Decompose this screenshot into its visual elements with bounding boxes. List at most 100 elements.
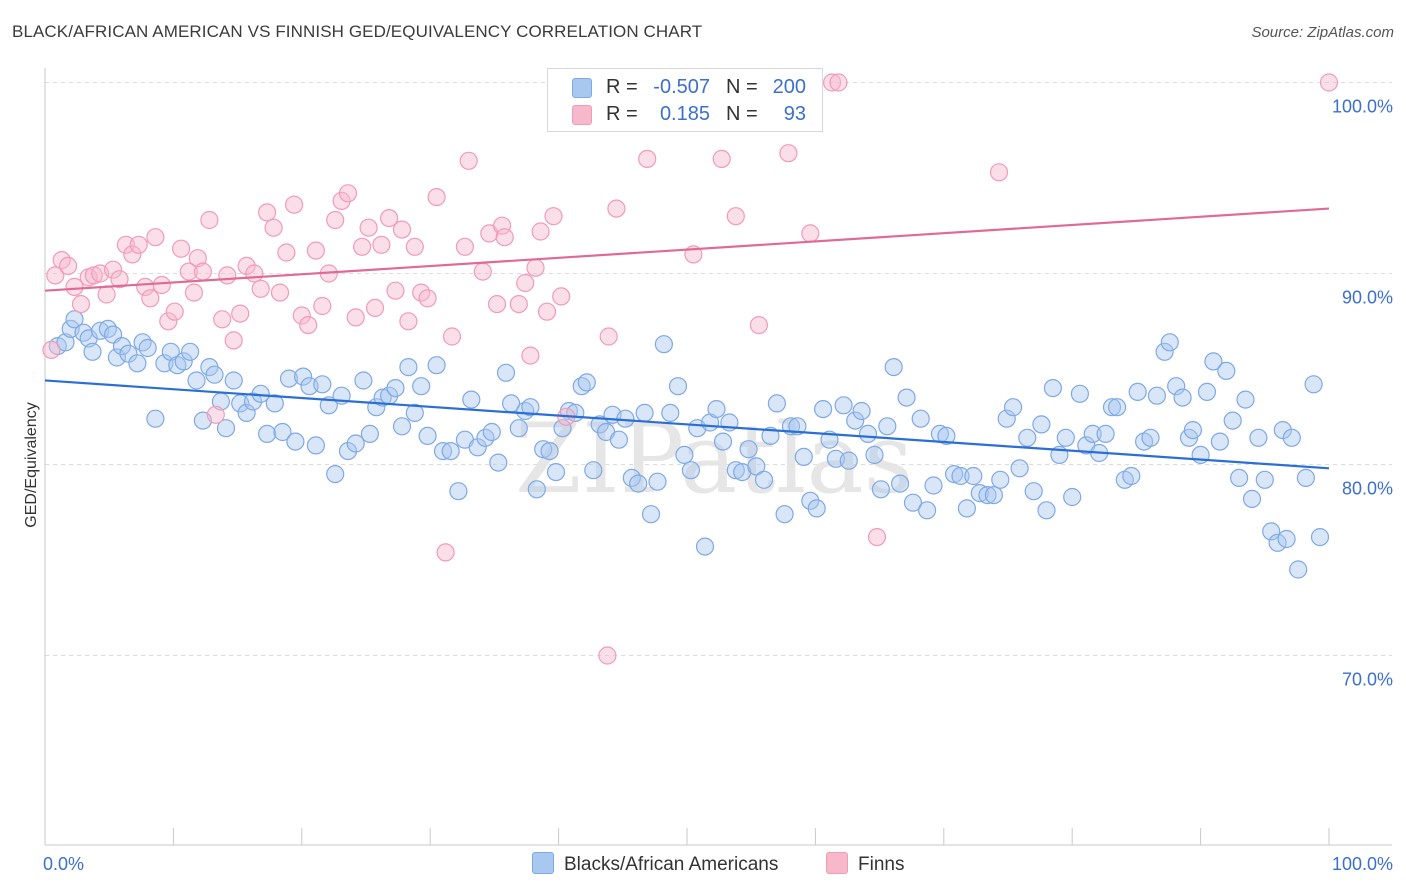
point-finns-52: [372, 235, 391, 254]
point-blacks-104: [726, 461, 745, 480]
point-blacks-74: [534, 440, 553, 459]
tick-labels: 70.0% 80.0% 90.0% 100.0% 0.0% 100.0%: [43, 97, 1393, 875]
point-finns-91: [867, 527, 887, 547]
point-blacks-106: [739, 440, 758, 459]
point-blacks-120: [834, 396, 853, 415]
point-finns-26: [200, 210, 219, 230]
point-blacks-13: [128, 354, 147, 373]
point-blacks-183: [1242, 489, 1262, 508]
point-blacks-8: [98, 319, 118, 338]
point-blacks-191: [1289, 560, 1308, 579]
point-finns-43: [313, 296, 332, 316]
point-finns-60: [427, 188, 446, 207]
point-blacks-59: [433, 442, 453, 461]
point-finns-1: [46, 266, 65, 285]
point-finns-4: [65, 277, 84, 296]
point-blacks-149: [1024, 482, 1043, 501]
point-blacks-31: [243, 392, 263, 411]
point-blacks-107: [747, 457, 766, 476]
point-finns-42: [306, 241, 325, 260]
point-blacks-138: [951, 466, 970, 486]
chart-title: BLACK/AFRICAN AMERICAN VS FINNISH GED/EQ…: [12, 22, 703, 41]
point-blacks-113: [788, 417, 807, 436]
point-blacks-95: [668, 377, 688, 396]
point-blacks-15: [138, 338, 157, 358]
point-finns-88: [801, 224, 820, 243]
point-finns-21: [172, 239, 191, 258]
point-finns-80: [599, 327, 618, 346]
point-blacks-179: [1217, 361, 1236, 380]
point-blacks-140: [964, 466, 983, 486]
point-finns-39: [285, 195, 304, 214]
point-blacks-75: [540, 442, 559, 461]
point-blacks-126: [871, 480, 891, 499]
point-finns-54: [386, 281, 405, 300]
point-finns-0: [42, 340, 61, 359]
point-blacks-137: [944, 465, 964, 484]
point-finns-20: [165, 302, 184, 321]
point-blacks-194: [1310, 527, 1330, 547]
point-blacks-45: [338, 442, 358, 461]
point-blacks-190: [1282, 428, 1301, 447]
point-blacks-146: [1003, 398, 1023, 417]
point-finns-93: [1319, 73, 1339, 92]
point-blacks-86: [609, 430, 629, 449]
point-blacks-48: [360, 424, 379, 443]
point-blacks-96: [675, 445, 694, 464]
point-blacks-21: [181, 342, 200, 361]
point-blacks-185: [1255, 470, 1274, 489]
legend-r-value: 0.185: [659, 103, 710, 125]
legend-n-value: 93: [783, 103, 806, 125]
legend-r-value: -0.507: [653, 76, 710, 98]
legend-row-blue: R = -0.507 N = 200: [548, 73, 822, 101]
point-finns-62: [442, 327, 462, 346]
point-blacks-108: [754, 470, 774, 489]
bottom-legend-label: Finns: [858, 854, 905, 875]
point-blacks-41: [313, 375, 332, 394]
point-blacks-52: [386, 379, 405, 398]
source-label: Source: ZipAtlas.com: [1251, 24, 1394, 41]
point-finns-11: [110, 270, 129, 289]
point-blacks-164: [1122, 466, 1141, 486]
point-finns-36: [264, 218, 283, 237]
point-blacks-73: [527, 480, 546, 499]
point-blacks-180: [1223, 411, 1242, 430]
point-finns-48: [346, 308, 365, 327]
point-blacks-27: [216, 419, 236, 438]
point-blacks-127: [878, 417, 897, 436]
point-finns-64: [459, 151, 478, 170]
point-finns-29: [218, 266, 237, 285]
point-blacks-148: [1018, 428, 1037, 447]
point-finns-53: [380, 209, 399, 228]
point-blacks-158: [1083, 424, 1102, 443]
point-finns-57: [405, 237, 424, 256]
bottom-legend-swatch-pink: [826, 852, 848, 874]
point-blacks-64: [468, 438, 487, 457]
trend-lines: [44, 207, 1330, 470]
point-blacks-97: [681, 461, 701, 480]
point-finns-86: [749, 316, 769, 335]
point-blacks-58: [427, 356, 446, 375]
bottom-legend-swatch-blue: [532, 852, 554, 874]
point-blacks-139: [957, 499, 977, 518]
point-blacks-57: [418, 426, 437, 445]
point-finns-69: [495, 228, 514, 247]
point-blacks-122: [846, 411, 865, 430]
point-finns-35: [258, 203, 277, 222]
point-blacks-16: [146, 409, 165, 428]
point-finns-56: [399, 312, 418, 331]
point-blacks-111: [775, 505, 794, 524]
point-blacks-54: [399, 358, 418, 377]
point-blacks-70: [509, 419, 528, 438]
point-blacks-38: [294, 367, 313, 386]
point-blacks-128: [884, 358, 903, 377]
point-blacks-94: [661, 403, 680, 422]
point-finns-31: [231, 304, 250, 323]
point-blacks-145: [997, 409, 1016, 428]
point-finns-34: [251, 279, 270, 298]
point-finns-46: [332, 191, 351, 210]
point-blacks-66: [482, 422, 501, 442]
point-finns-81: [607, 199, 626, 218]
point-finns-59: [418, 289, 437, 308]
point-blacks-136: [937, 426, 956, 445]
